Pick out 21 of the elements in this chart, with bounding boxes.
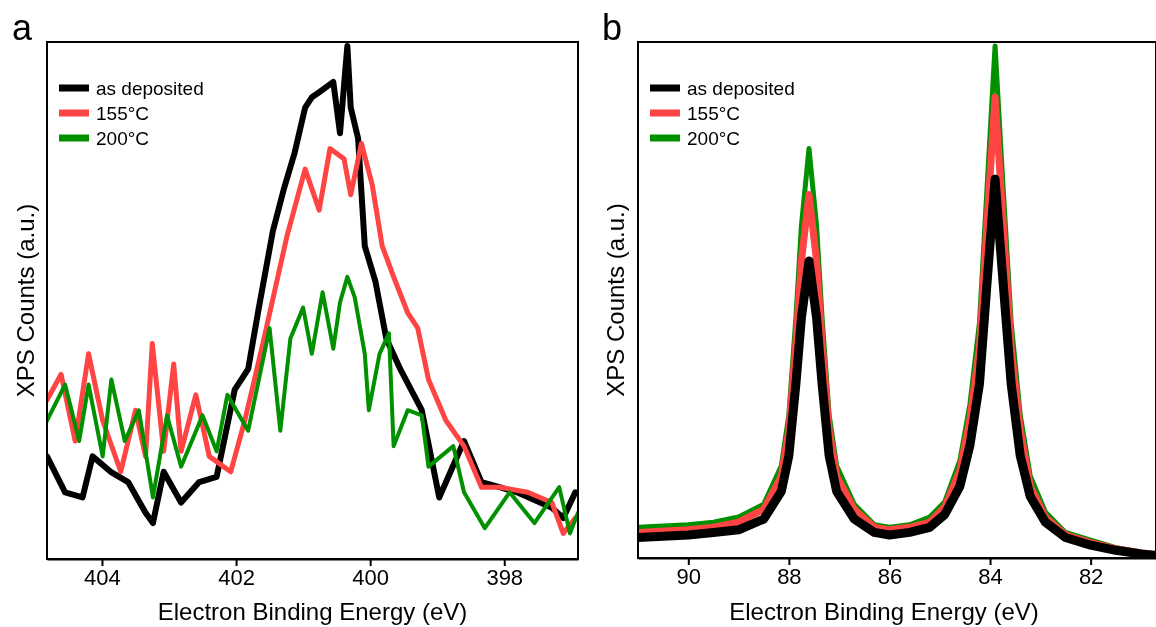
legend-label: as deposited [687, 78, 795, 99]
legend-label: 155°C [96, 103, 150, 124]
legend-label: 200°C [96, 128, 150, 149]
y-axis-title: XPS Counts (a.u.) [12, 203, 39, 398]
x-tick-label: 86 [877, 563, 903, 589]
x-tick-label: 88 [777, 563, 802, 589]
chart-title: a [12, 7, 33, 48]
chart-title: b [602, 7, 623, 48]
x-tick-label: 398 [486, 564, 524, 590]
x-axis-title: Electron Binding Energy (eV) [157, 598, 468, 625]
x-tick-label: 402 [218, 564, 255, 590]
x-tick-label: 82 [1078, 563, 1104, 589]
legend-label: 200°C [687, 128, 741, 149]
y-axis-title: XPS Counts (a.u.) [602, 203, 629, 397]
x-axis-title: Electron Binding Energy (eV) [729, 598, 1039, 625]
legend-label: 155°C [687, 103, 741, 124]
legend-label: as deposited [96, 78, 204, 99]
x-tick-label: 404 [84, 564, 121, 590]
x-tick-label: 90 [676, 563, 702, 589]
x-tick-label: 400 [352, 564, 390, 590]
x-tick-label: 84 [978, 563, 1003, 589]
